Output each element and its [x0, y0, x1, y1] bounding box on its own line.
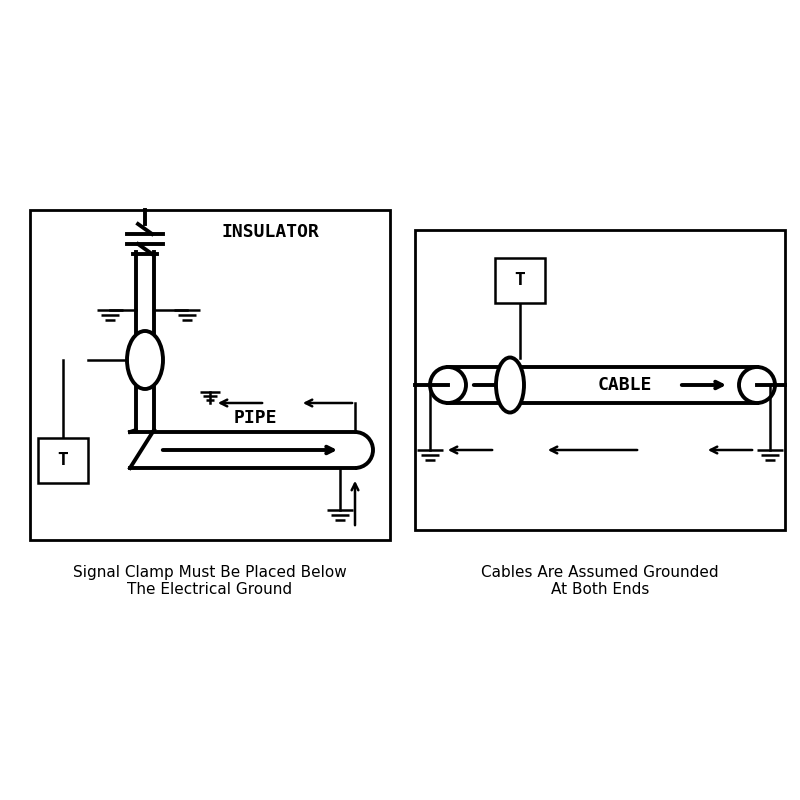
Ellipse shape	[430, 367, 466, 403]
Bar	[495, 258, 545, 302]
Text: CABLE: CABLE	[598, 376, 652, 394]
Bar	[38, 438, 88, 482]
Ellipse shape	[739, 367, 775, 403]
Text: INSULATOR: INSULATOR	[221, 223, 319, 241]
Bar	[415, 230, 785, 530]
Text: Signal Clamp Must Be Placed Below
The Electrical Ground: Signal Clamp Must Be Placed Below The El…	[73, 565, 347, 598]
Text: PIPE: PIPE	[234, 409, 277, 427]
Bar	[30, 210, 390, 540]
Ellipse shape	[127, 331, 163, 389]
Text: T: T	[58, 451, 69, 469]
Text: T: T	[514, 271, 526, 289]
Text: Cables Are Assumed Grounded
At Both Ends: Cables Are Assumed Grounded At Both Ends	[481, 565, 719, 598]
Ellipse shape	[496, 358, 524, 413]
